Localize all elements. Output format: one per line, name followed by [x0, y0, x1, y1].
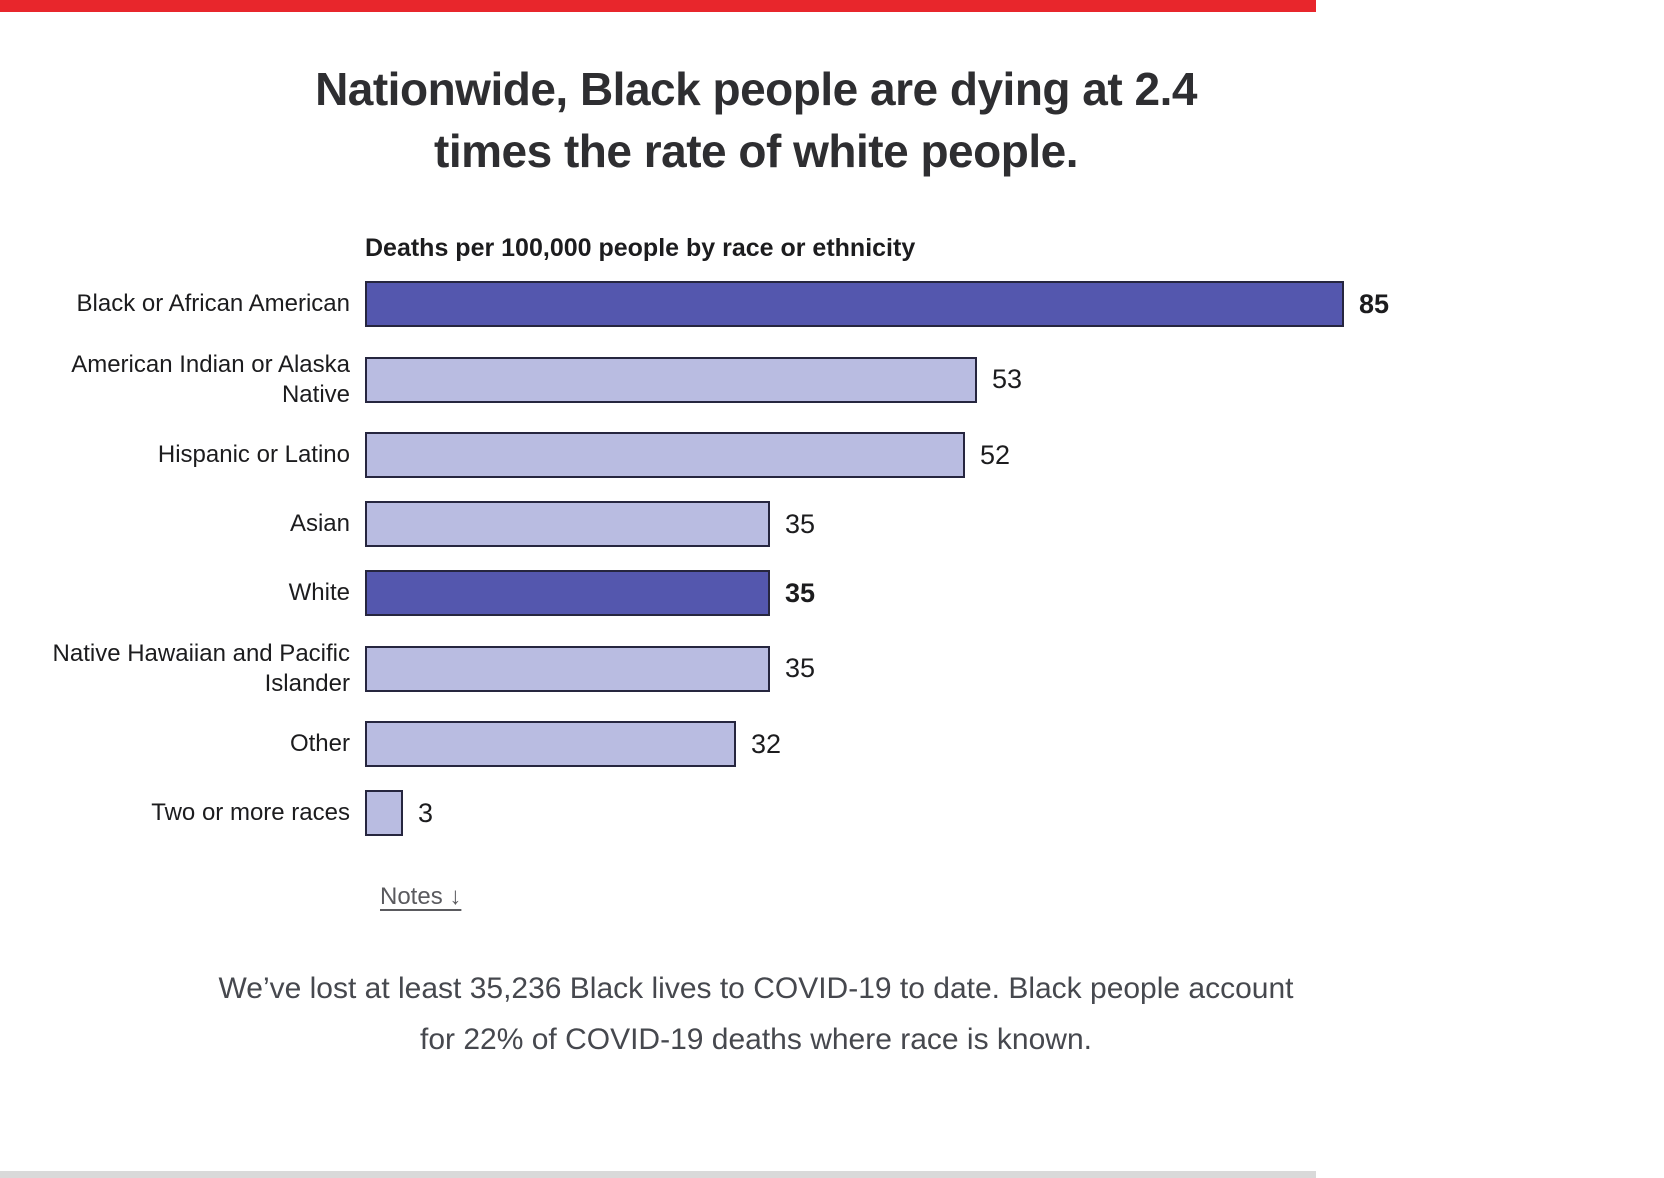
bar-category-label: Asian	[289, 510, 350, 538]
bar-row: Two or more races 3	[15, 790, 1435, 837]
bar-row: Asian 35	[15, 501, 1435, 548]
bar-track: 52	[365, 432, 1435, 479]
top-accent-strip	[0, 0, 1316, 12]
bar-category-label: Native Hawaiian and Pacific Islander	[52, 640, 350, 697]
bar-track: 32	[365, 721, 1435, 768]
bar[interactable]	[365, 356, 977, 403]
bar-row: White 35	[15, 570, 1435, 617]
bar[interactable]	[365, 790, 403, 837]
bar-value-label: 3	[418, 797, 434, 828]
bar[interactable]	[365, 721, 736, 768]
bar-row: Native Hawaiian and Pacific Islander 35	[15, 639, 1435, 698]
bar-row: Hispanic or Latino 52	[15, 432, 1435, 479]
bar[interactable]	[365, 501, 770, 548]
bottom-divider-strip	[0, 1171, 1316, 1178]
bar-category-label: Hispanic or Latino	[157, 441, 350, 469]
notes-link[interactable]: Notes ↓	[380, 883, 462, 911]
bar-track: 35	[365, 570, 1435, 617]
bar-value-label: 85	[1359, 288, 1390, 319]
bar-track: 35	[365, 645, 1435, 692]
bar[interactable]	[365, 570, 770, 617]
bar-track: 35	[365, 501, 1435, 548]
bar-row: American Indian or Alaska Native 53	[15, 350, 1435, 409]
bar-value-label: 35	[785, 577, 816, 608]
bar-value-label: 52	[980, 439, 1011, 470]
content-area: Nationwide, Black people are dying at 2.…	[15, 63, 1435, 1057]
bar[interactable]	[365, 432, 965, 479]
bar-category-label: Other	[289, 730, 350, 758]
bar-track: 53	[365, 356, 1435, 403]
bar-value-label: 35	[785, 653, 816, 684]
bar[interactable]	[365, 645, 770, 692]
bar-category-label: White	[288, 579, 350, 607]
bar[interactable]	[365, 281, 1344, 328]
bar-value-label: 53	[992, 364, 1023, 395]
bar-category-label: Black or African American	[76, 290, 350, 318]
bar-track: 85	[365, 281, 1435, 328]
bar-value-label: 32	[751, 728, 782, 759]
bar-category-label: Two or more races	[151, 799, 350, 827]
bar-row: Black or African American 85	[15, 281, 1435, 328]
bar-row: Other 32	[15, 721, 1435, 768]
footer-caption: We’ve lost at least 35,236 Black lives t…	[218, 972, 1294, 1057]
chart-rows: Black or African American 85 American Indi…	[15, 281, 1435, 837]
chart-title: Deaths per 100,000 people by race or eth…	[365, 234, 916, 263]
bar-value-label: 35	[785, 508, 816, 539]
bar-category-label: American Indian or Alaska Native	[71, 351, 350, 408]
bar-chart: Deaths per 100,000 people by race or eth…	[15, 234, 1435, 911]
bar-track: 3	[365, 790, 1435, 837]
page-title: Nationwide, Black people are dying at 2.…	[315, 63, 1197, 178]
